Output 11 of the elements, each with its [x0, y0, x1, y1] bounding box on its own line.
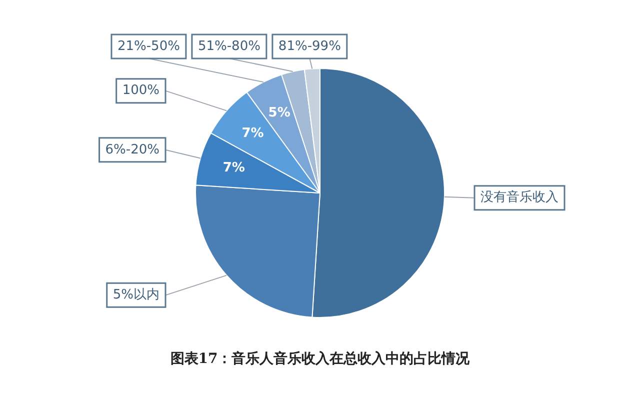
slice-label: 没有音乐收入: [480, 190, 558, 206]
text: 图表17：音乐人音乐收入在总收入中的占比情况: [169, 350, 471, 368]
slice-label: 21%-50%: [117, 38, 180, 54]
slice-label: 5%以内: [112, 288, 160, 303]
slice-label: 81%-99%: [278, 38, 341, 54]
slice-label: 6%-20%: [105, 142, 160, 158]
slice-label: 100%: [122, 83, 160, 98]
data-label: 7%: [222, 160, 245, 176]
slice-label: 51%-80%: [198, 38, 260, 54]
data-label: 7%: [242, 126, 264, 142]
data-label: 5%: [268, 106, 290, 121]
